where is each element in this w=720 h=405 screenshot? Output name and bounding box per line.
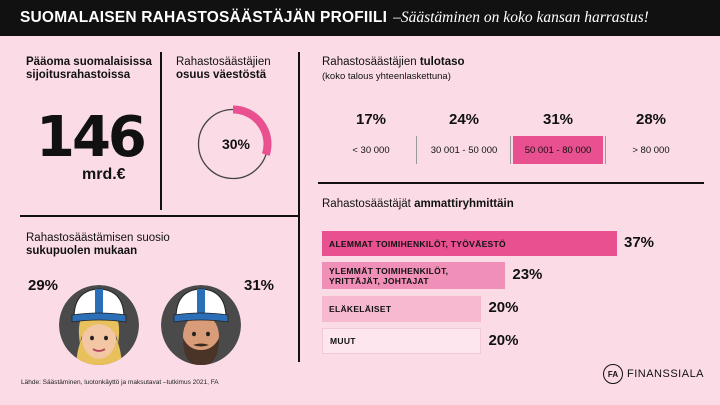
income-range: 30 001 - 50 000 [430, 144, 498, 156]
share-label-line2: osuus väestöstä [176, 69, 267, 81]
income-title: Rahastosäästäjien tulotaso [322, 56, 465, 69]
income-range: > 80 000 [632, 144, 670, 156]
income-title-normal: Rahastosäästäjien [322, 56, 420, 68]
header-bar: SUOMALAISEN RAHASTOSÄÄSTÄJÄN PROFIILI –S… [0, 0, 720, 36]
male-avatar-icon [161, 285, 241, 365]
occupation-bar-label: ALEMMAT TOIMIHENKILÖT, TYÖVÄESTÖ [329, 239, 506, 249]
gender-label-line2: sukupuolen mukaan [26, 245, 138, 257]
occupation-bar-label-line1: MUUT [330, 336, 356, 346]
share-donut-arc [232, 105, 272, 156]
income-pct: 28% [635, 111, 667, 128]
occupation-bar-pct: 37% [624, 234, 655, 251]
occupation-bar-label-line1: ELÄKELÄISET [329, 304, 392, 314]
finanssiala-logo: FA FINANSSIALA [603, 364, 704, 384]
page-subtitle: –Säästäminen on koko kansan harrastus! [393, 9, 649, 26]
income-pct: 24% [448, 111, 480, 128]
share-label: Rahastosäästäjien osuus väestöstä [176, 56, 271, 82]
income-note: (koko talous yhteenlaskettuna) [322, 71, 451, 82]
occupation-bar-label: MUUT [330, 336, 356, 346]
divider-left-right [298, 52, 300, 362]
occupation-bar: ELÄKELÄISET [322, 296, 482, 322]
page-title: SUOMALAISEN RAHASTOSÄÄSTÄJÄN PROFIILI [20, 9, 388, 26]
share-donut-value: 30% [222, 136, 251, 152]
occupation-title-bold: ammattiryhmittäin [414, 198, 514, 210]
divider-right-section [318, 182, 704, 184]
female-avatar-icon [59, 285, 139, 365]
male-pct: 31% [244, 277, 275, 294]
income-separator [605, 136, 606, 164]
gender-label-line1: Rahastosäästämisen suosio [26, 232, 170, 244]
source-note: Lähde: Säästäminen, luotonkäyttö ja maks… [21, 379, 219, 386]
logo-name: FINANSSIALA [627, 368, 705, 380]
female-pct: 29% [28, 277, 59, 294]
gender-label: Rahastosäästämisen suosio sukupuolen muk… [26, 232, 170, 258]
capital-value: 146 [36, 105, 147, 170]
income-title-bold: tulotaso [419, 56, 465, 68]
income-range: 50 001 - 80 000 [513, 136, 603, 164]
capital-unit: mrd.€ [82, 166, 126, 183]
income-separator [416, 136, 417, 164]
occupation-bar: ALEMMAT TOIMIHENKILÖT, TYÖVÄESTÖ [322, 231, 617, 256]
capital-label: Pääoma suomalaisissa sijoitusrahastoissa [26, 56, 154, 82]
income-pct: 17% [355, 111, 387, 128]
divider-capital-share [160, 52, 162, 210]
occupation-bar: MUUT [322, 328, 482, 354]
logo-mark: FA [603, 364, 623, 384]
occupation-bar-label-line2: YRITTÄJÄT, JOHTAJAT [329, 275, 429, 286]
share-donut: 30% [197, 105, 272, 180]
occupation-bar: YLEMMÄT TOIMIHENKILÖT, YRITTÄJÄT, JOHTAJ… [322, 262, 506, 289]
occupation-bar-label: YLEMMÄT TOIMIHENKILÖT, YRITTÄJÄT, JOHTAJ… [329, 266, 448, 286]
divider-left-section [20, 215, 298, 217]
occupation-bar-label-line1: ALEMMAT TOIMIHENKILÖT, TYÖVÄESTÖ [329, 238, 506, 249]
occupation-bar-label-line1: YLEMMÄT TOIMIHENKILÖT, [329, 265, 449, 276]
capital-label-text: Pääoma suomalaisissa sijoitusrahastoissa [26, 56, 152, 81]
income-range: < 30 000 [352, 144, 390, 156]
occupation-bar-pct: 23% [512, 266, 543, 283]
occupation-title-normal: Rahastosäästäjät [322, 198, 415, 210]
share-label-line1: Rahastosäästäjien [176, 56, 271, 68]
income-pct: 31% [542, 111, 574, 128]
occupation-bar-label: ELÄKELÄISET [329, 304, 391, 314]
income-separator [510, 136, 511, 164]
occupation-title: Rahastosäästäjät ammattiryhmittäin [322, 198, 514, 211]
occupation-bar-pct: 20% [488, 332, 519, 349]
occupation-bar-pct: 20% [488, 299, 519, 316]
